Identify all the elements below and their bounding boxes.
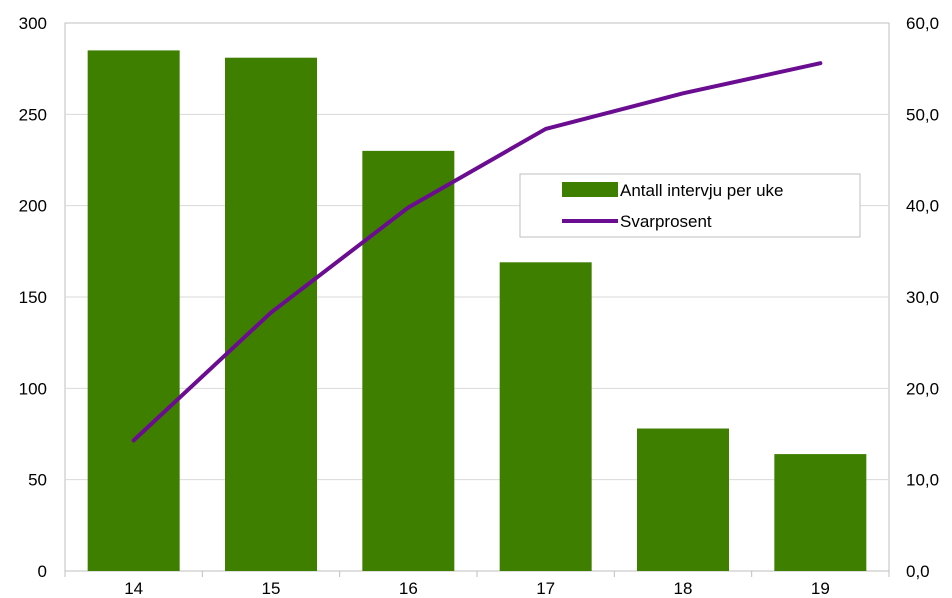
bar bbox=[499, 262, 592, 571]
bar bbox=[637, 428, 729, 571]
legend-label-bars: Antall intervju per uke bbox=[620, 181, 783, 200]
line-series bbox=[131, 61, 823, 443]
x-tick-label: 17 bbox=[536, 579, 555, 598]
x-tick-label: 18 bbox=[674, 579, 693, 598]
right-y-axis-ticks: 0,0 10,0 20,0 30,0 40,0 50,0 60,0 bbox=[906, 14, 939, 581]
gridlines bbox=[65, 113, 889, 481]
legend: Antall intervju per uke Svarprosent bbox=[519, 173, 861, 238]
y-right-tick-label: 40,0 bbox=[906, 197, 939, 216]
legend-label-line: Svarprosent bbox=[620, 212, 712, 231]
x-tick-label: 15 bbox=[262, 579, 281, 598]
y-left-tick-label: 100 bbox=[19, 379, 47, 398]
x-tick-label: 16 bbox=[399, 579, 418, 598]
y-left-tick-label: 50 bbox=[28, 471, 47, 490]
y-left-tick-label: 300 bbox=[19, 14, 47, 33]
y-right-tick-label: 20,0 bbox=[906, 379, 939, 398]
x-tick-label: 19 bbox=[811, 579, 830, 598]
y-left-tick-label: 150 bbox=[19, 288, 47, 307]
bar bbox=[774, 454, 867, 571]
legend-swatch-bars bbox=[562, 182, 618, 197]
y-right-tick-label: 60,0 bbox=[906, 14, 939, 33]
y-left-tick-label: 250 bbox=[19, 105, 47, 124]
y-left-tick-label: 200 bbox=[19, 197, 47, 216]
bar bbox=[362, 150, 455, 571]
left-y-axis-ticks: 0 50 100 150 200 250 300 bbox=[19, 14, 47, 581]
y-right-tick-label: 30,0 bbox=[906, 288, 939, 307]
svarprosent-line bbox=[131, 61, 823, 443]
x-tick-label: 14 bbox=[124, 579, 143, 598]
y-left-tick-label: 0 bbox=[38, 562, 47, 581]
y-right-tick-label: 10,0 bbox=[906, 471, 939, 490]
y-right-tick-label: 0,0 bbox=[906, 562, 930, 581]
bar bbox=[87, 50, 180, 571]
x-axis-ticks: 14 15 16 17 18 19 bbox=[64, 571, 890, 598]
y-right-tick-label: 50,0 bbox=[906, 105, 939, 124]
